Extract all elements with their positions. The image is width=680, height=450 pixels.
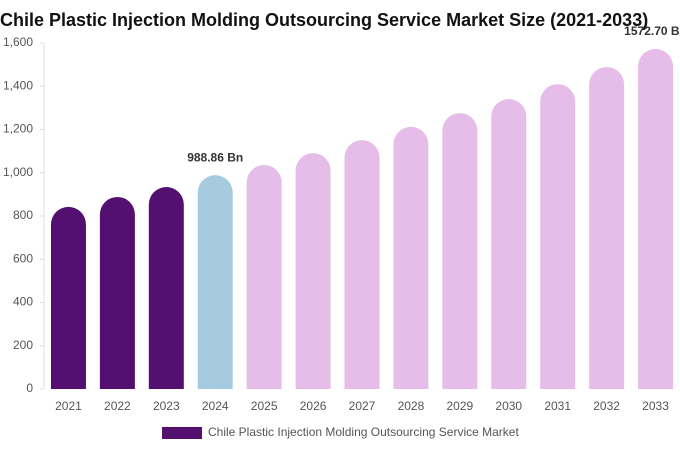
bar [197, 175, 233, 389]
x-tick-label: 2025 [251, 399, 278, 413]
y-tick-label: 600 [13, 251, 33, 265]
x-tick-label: 2033 [642, 399, 669, 413]
y-tick-label: 1,000 [3, 165, 33, 179]
bar [246, 164, 282, 389]
x-tick-label: 2030 [495, 399, 522, 413]
chart-title: Chile Plastic Injection Molding Outsourc… [0, 10, 648, 30]
bar [589, 67, 625, 389]
x-tick-label: 2031 [544, 399, 571, 413]
y-tick-label: 400 [13, 295, 33, 309]
bar [540, 84, 576, 389]
x-tick-label: 2023 [153, 399, 180, 413]
y-tick-label: 200 [13, 338, 33, 352]
bar [295, 153, 331, 389]
y-tick-label: 1,600 [3, 35, 33, 49]
bar [442, 113, 478, 389]
legend-label: Chile Plastic Injection Molding Outsourc… [208, 425, 519, 439]
legend-swatch [162, 427, 202, 439]
bar [491, 99, 527, 389]
x-tick-label: 2021 [55, 399, 82, 413]
x-tick-label: 2032 [593, 399, 620, 413]
x-tick-label: 2022 [104, 399, 131, 413]
y-tick-label: 0 [26, 381, 33, 395]
x-tick-label: 2028 [398, 399, 425, 413]
x-tick-label: 2027 [349, 399, 376, 413]
bar [99, 196, 135, 389]
bar [148, 187, 184, 389]
value-label: 1572.70 Bn [624, 24, 680, 38]
bar [393, 126, 429, 390]
x-tick-label: 2024 [202, 399, 229, 413]
x-tick-label: 2026 [300, 399, 327, 413]
x-tick-label: 2029 [446, 399, 473, 413]
y-tick-label: 800 [13, 208, 33, 222]
bar [638, 48, 674, 389]
value-label: 988.86 Bn [187, 150, 243, 164]
y-tick-label: 1,200 [3, 122, 33, 136]
y-tick-label: 1,400 [3, 78, 33, 92]
bar [344, 140, 380, 389]
bar [50, 206, 86, 389]
